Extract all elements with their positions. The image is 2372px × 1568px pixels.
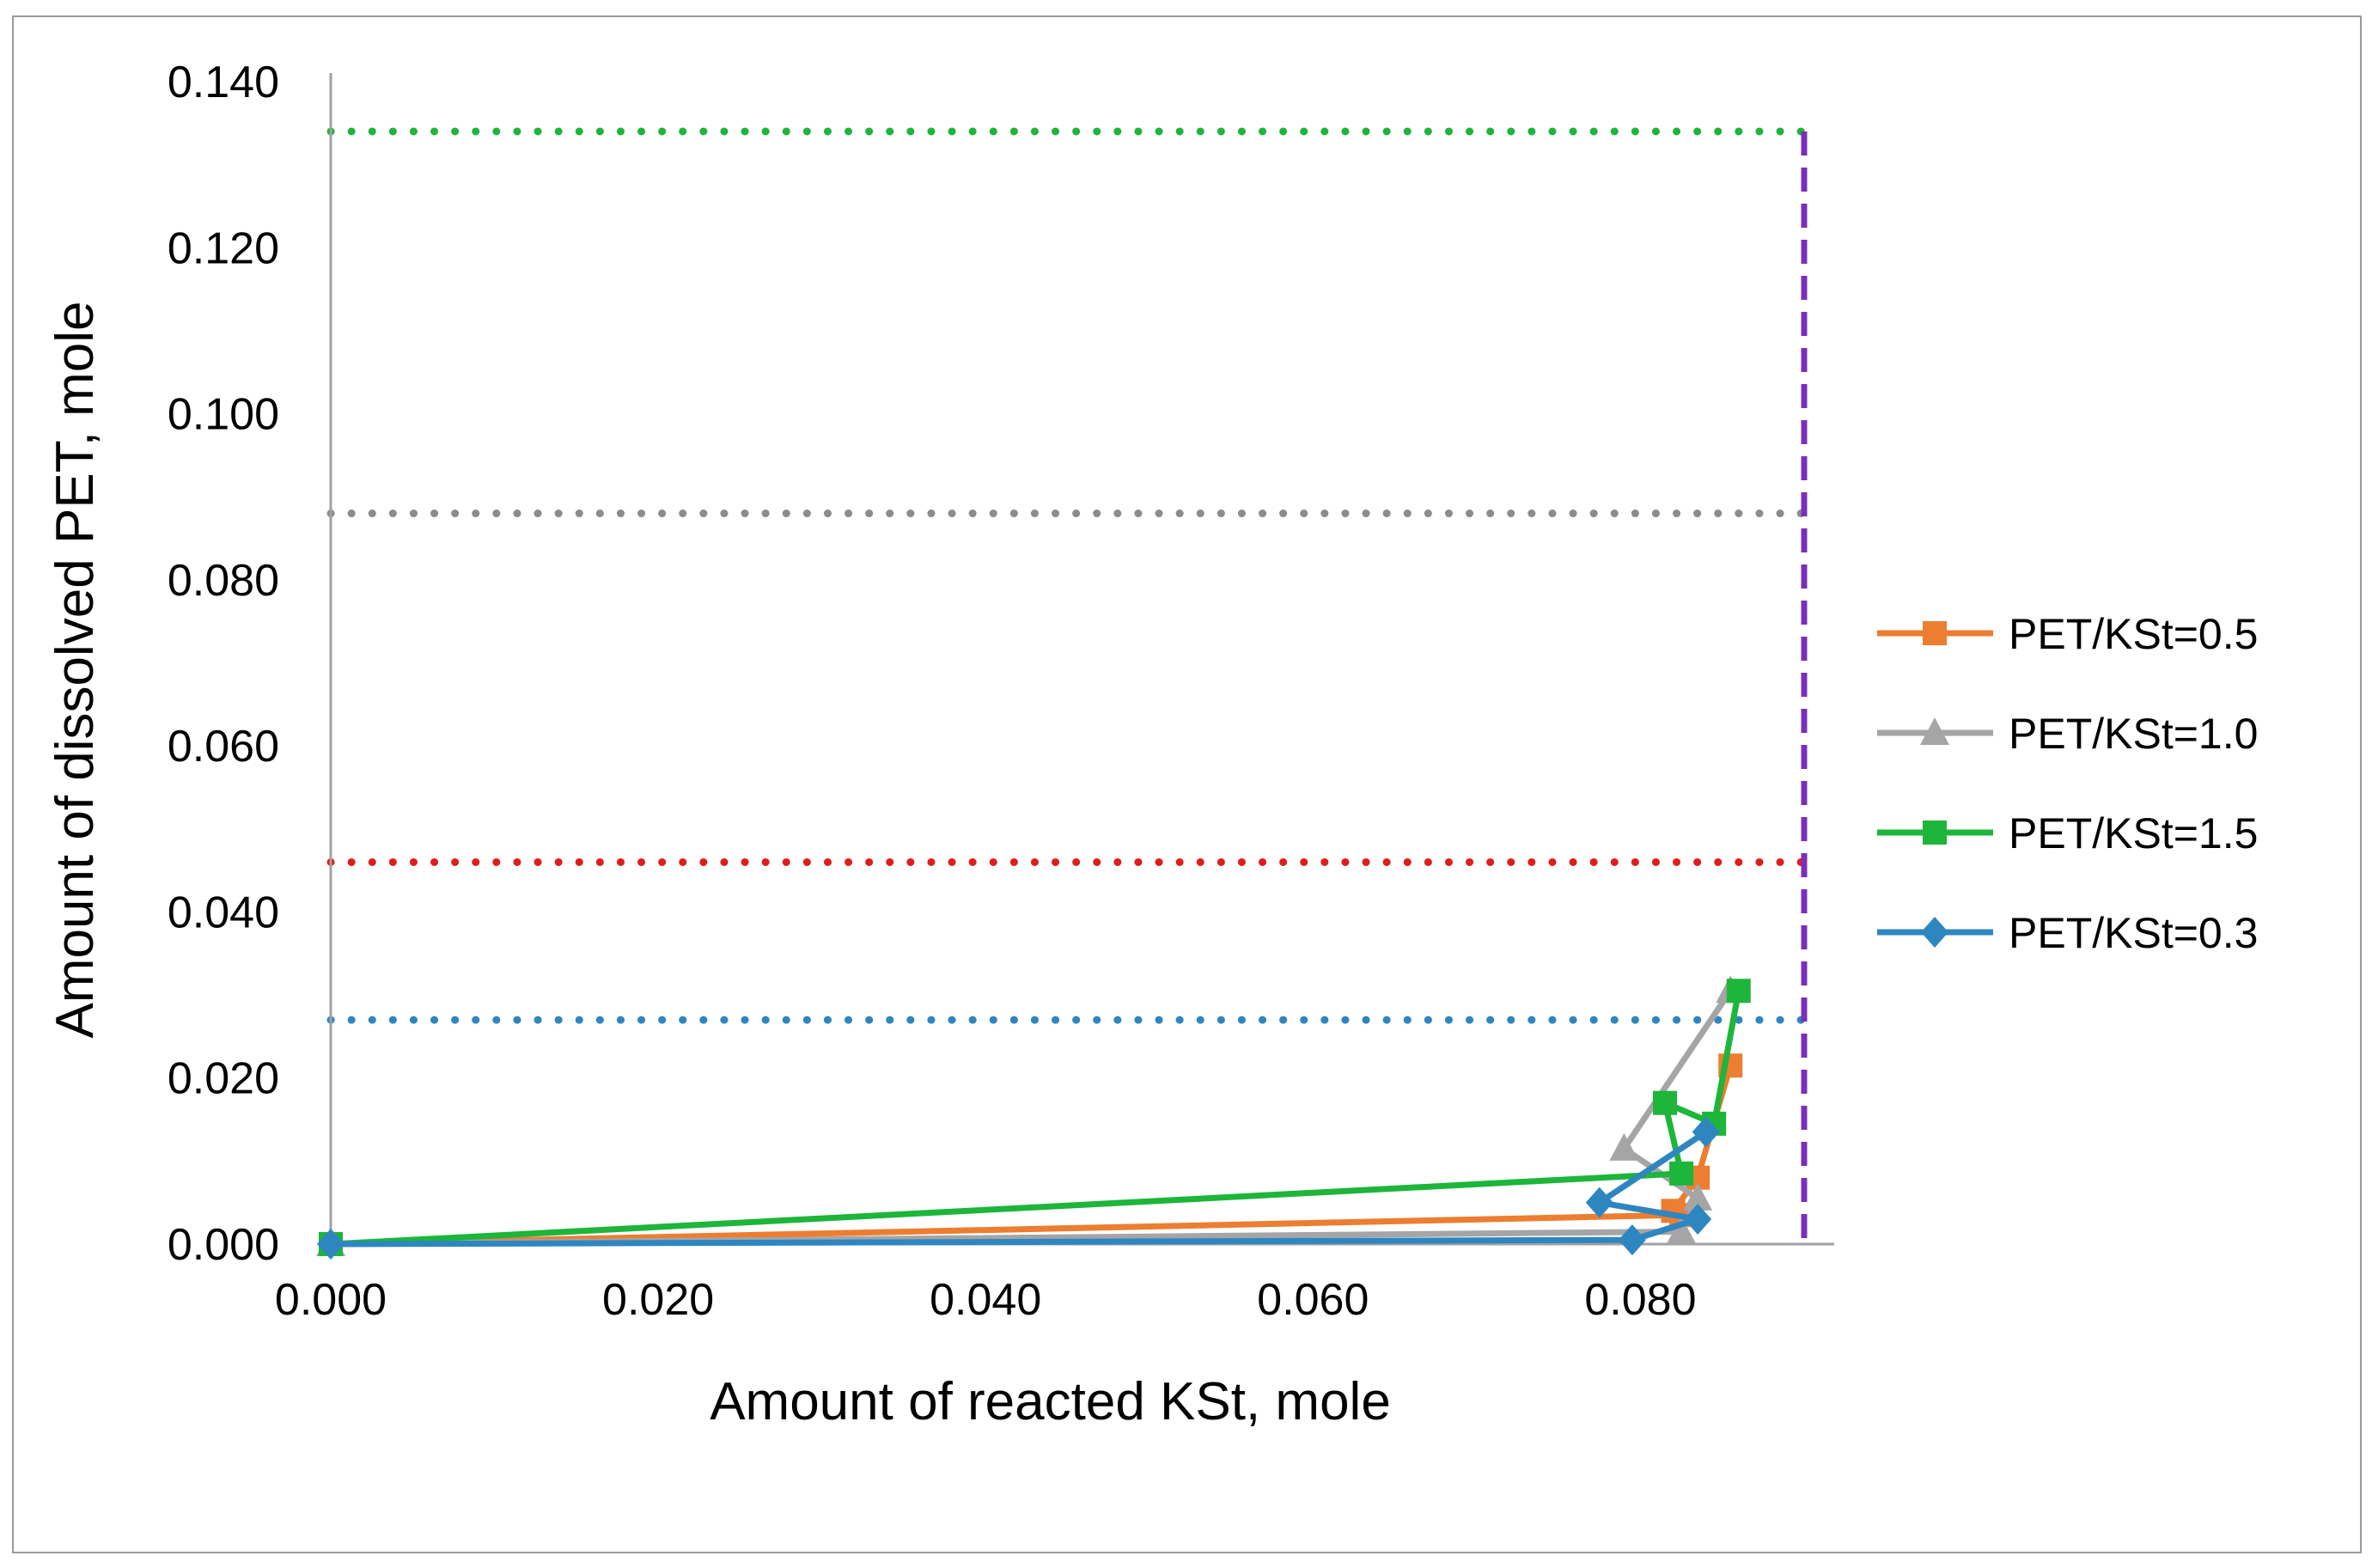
y-tick-label: 0.020	[168, 1054, 279, 1104]
y-tick-labels: 0.000 0.020 0.040 0.060 0.080 0.100 0.120 0.140	[168, 58, 279, 1270]
y-axis-title: Amount of dissolved PET, mole	[46, 301, 105, 1038]
series-pet-kst-0-3	[317, 1116, 1720, 1260]
y-tick-label: 0.140	[168, 58, 279, 107]
legend-label: PET/KSt=0.3	[2009, 909, 2258, 957]
legend-item: PET/KSt=1.5	[1877, 809, 2258, 857]
data-point	[1692, 1116, 1720, 1148]
y-tick-label: 0.040	[168, 888, 279, 937]
legend-label: PET/KSt=0.5	[2009, 610, 2258, 658]
axes	[329, 73, 1834, 1246]
data-point	[1609, 1132, 1639, 1161]
data-point	[1667, 1216, 1697, 1244]
legend-item: PET/KSt=0.3	[1877, 909, 2258, 957]
data-point	[1618, 1224, 1646, 1256]
data-point	[1653, 1090, 1678, 1115]
y-tick-label: 0.100	[168, 390, 279, 440]
legend-marker	[1923, 821, 1947, 845]
y-tick-label: 0.060	[168, 722, 279, 772]
data-point	[1683, 1182, 1713, 1211]
data-point	[1726, 979, 1751, 1004]
legend-marker	[1923, 621, 1947, 645]
legend: PET/KSt=0.5 PET/KSt=1.0 PET/KSt=1.5 PET/KSt…	[1877, 610, 2258, 957]
legend-label: PET/KSt=1.5	[2009, 809, 2258, 857]
x-tick-labels: 0.000 0.020 0.040 0.060 0.080	[275, 1275, 1697, 1325]
legend-marker	[1920, 717, 1949, 745]
data-point	[1684, 1204, 1712, 1235]
legend-item: PET/KSt=0.5	[1877, 610, 2258, 658]
series-line	[330, 1065, 1734, 1248]
x-tick-label: 0.000	[275, 1275, 387, 1325]
reference-lines	[326, 127, 1808, 1244]
y-tick-label: 0.120	[168, 223, 279, 273]
y-tick-label: 0.080	[168, 556, 279, 606]
x-tick-label: 0.060	[1257, 1275, 1369, 1325]
data-point	[1585, 1187, 1613, 1218]
legend-item: PET/KSt=1.0	[1877, 710, 2258, 758]
x-tick-label: 0.020	[602, 1275, 714, 1325]
data-series	[316, 975, 1751, 1260]
series-pet-kst-0-5	[319, 1053, 1743, 1256]
data-point	[1669, 1161, 1694, 1186]
y-tick-label: 0.000	[168, 1220, 279, 1270]
legend-label: PET/KSt=1.0	[2009, 710, 2258, 758]
legend-marker	[1921, 917, 1948, 948]
x-tick-label: 0.080	[1584, 1275, 1696, 1325]
series-line	[330, 990, 1742, 1248]
chart-frame	[12, 15, 2362, 1553]
x-tick-label: 0.040	[930, 1275, 1041, 1325]
x-axis-title: Amount of reacted KSt, mole	[710, 1372, 1391, 1431]
data-point	[317, 1229, 345, 1260]
